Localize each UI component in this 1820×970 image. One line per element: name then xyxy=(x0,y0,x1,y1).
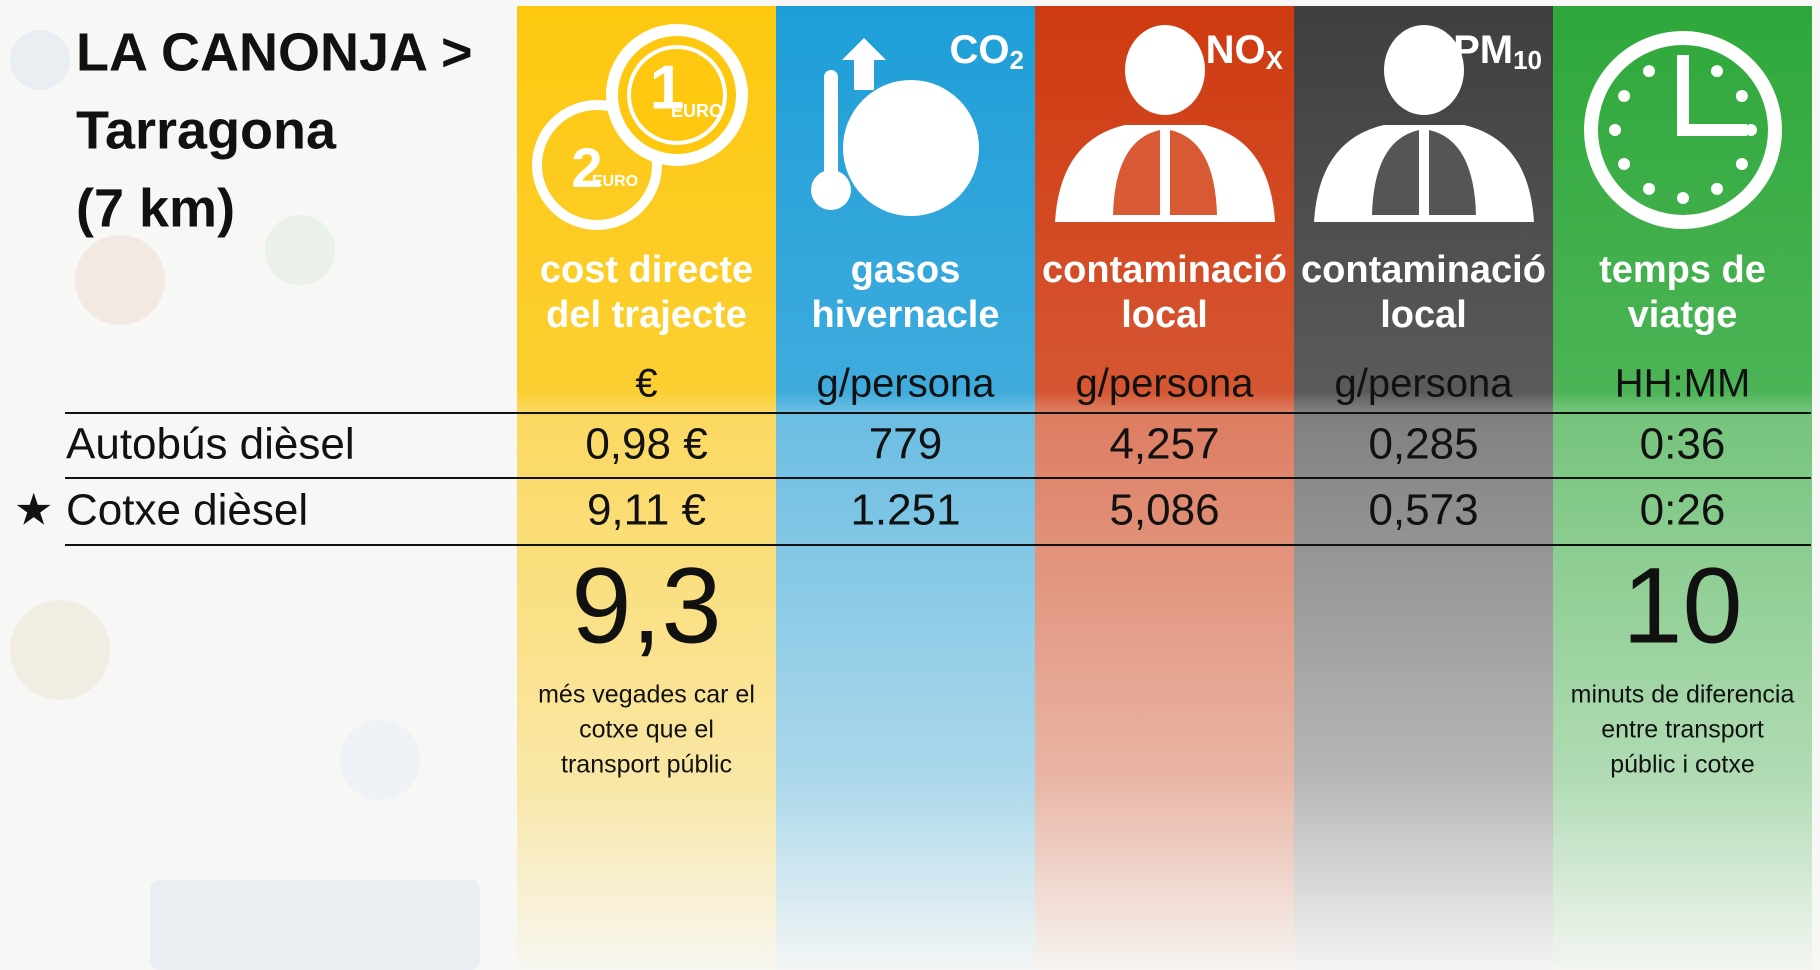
title-line: Tarragona xyxy=(76,100,337,160)
column-label: contaminació xyxy=(1042,249,1287,291)
clock-dot xyxy=(1711,182,1723,195)
summary-caption: cotxe que el xyxy=(579,716,714,744)
column-label: cost directe xyxy=(540,249,753,291)
icon xyxy=(1584,31,1782,229)
icon-label-main: CO xyxy=(950,28,1010,72)
icon-label: CO2 xyxy=(950,28,1024,75)
thermometer xyxy=(824,70,838,185)
head xyxy=(1384,25,1464,115)
icon-label-sub: X xyxy=(1266,45,1284,75)
icon: CO2 xyxy=(811,28,1024,216)
clock-hand xyxy=(1677,124,1747,136)
icon-label-sub: 10 xyxy=(1513,45,1542,75)
globe xyxy=(843,80,979,216)
unit: g/persona xyxy=(817,362,996,406)
icon-label-main: NO xyxy=(1206,28,1266,72)
icon-label: NOX xyxy=(1206,28,1284,75)
column-band xyxy=(517,6,776,970)
clock xyxy=(1584,31,1782,229)
summary-caption: minuts de diferencia xyxy=(1571,681,1795,709)
coin-number: 1 xyxy=(650,53,684,122)
unit: € xyxy=(635,362,657,406)
lungs xyxy=(1372,130,1476,215)
columns xyxy=(517,6,1812,970)
clock-dot xyxy=(1711,65,1723,78)
column-label: hivernacle xyxy=(812,294,1000,336)
clock-dot xyxy=(1643,65,1655,78)
row-marker: ★ xyxy=(14,486,53,535)
summary-value: 9,3 xyxy=(571,545,721,666)
clock-dot xyxy=(1735,158,1748,170)
icon: NOX xyxy=(1055,25,1284,222)
icon-label-sub: 2 xyxy=(1010,45,1024,75)
icon: PM10 xyxy=(1314,25,1542,222)
unit: g/persona xyxy=(1335,362,1514,406)
title-line: LA CANONJA > xyxy=(76,22,473,82)
cell-value: 5,086 xyxy=(1109,486,1219,535)
coin xyxy=(606,24,748,166)
unit: g/persona xyxy=(1076,362,1255,406)
unit: HH:MM xyxy=(1615,362,1751,406)
cell-value: 0,98 € xyxy=(585,420,707,469)
coin-text: EURO xyxy=(592,173,638,190)
cell-value: 0:26 xyxy=(1640,486,1726,535)
cell-value: 0,573 xyxy=(1368,486,1478,535)
summary-caption: públic i cotxe xyxy=(1610,751,1755,779)
head xyxy=(1125,25,1205,115)
summary-caption: més vegades car el xyxy=(538,681,755,709)
row-label: Autobús dièsel xyxy=(66,420,355,469)
clock-dot xyxy=(1618,158,1631,170)
background xyxy=(10,30,480,970)
torso xyxy=(1055,125,1275,222)
arrow xyxy=(842,38,886,90)
cell-value: 0,285 xyxy=(1368,420,1478,469)
row-label: Cotxe dièsel xyxy=(66,486,308,535)
title-line: (7 km) xyxy=(76,178,235,238)
clock-dot xyxy=(1735,90,1748,102)
thermometer-bulb xyxy=(811,170,851,210)
cell-value: 4,257 xyxy=(1109,420,1219,469)
lungs xyxy=(1113,130,1217,215)
clock-dot xyxy=(1677,192,1689,204)
summary-caption: entre transport xyxy=(1601,716,1764,744)
torso xyxy=(1314,125,1534,222)
coin xyxy=(627,45,727,145)
column-label: temps de xyxy=(1599,249,1766,291)
column-label: del trajecte xyxy=(546,294,747,336)
clock-hand xyxy=(1677,55,1689,135)
summary-caption: transport públic xyxy=(561,751,732,779)
cell-value: 9,11 € xyxy=(587,486,706,535)
coin-number: 2 xyxy=(571,136,602,199)
coin xyxy=(532,100,662,230)
clock-dot xyxy=(1609,124,1621,136)
clock-dot xyxy=(1745,124,1757,136)
column-label: local xyxy=(1380,294,1467,336)
column-label: local xyxy=(1121,294,1208,336)
clock-dot xyxy=(1618,90,1631,102)
cell-value: 779 xyxy=(869,420,942,469)
texts: LA CANONJA > Tarragona (7 km) cost directed… xyxy=(14,22,1811,779)
coin-text: EURO xyxy=(671,101,723,121)
column-label: contaminació xyxy=(1301,249,1546,291)
cell-value: 1.251 xyxy=(850,486,960,535)
cell-value: 0:36 xyxy=(1640,420,1726,469)
clock-dot xyxy=(1643,182,1655,195)
column-label: gasos xyxy=(851,249,961,291)
column-label: viatge xyxy=(1628,294,1738,336)
summary-value: 10 xyxy=(1622,545,1742,666)
